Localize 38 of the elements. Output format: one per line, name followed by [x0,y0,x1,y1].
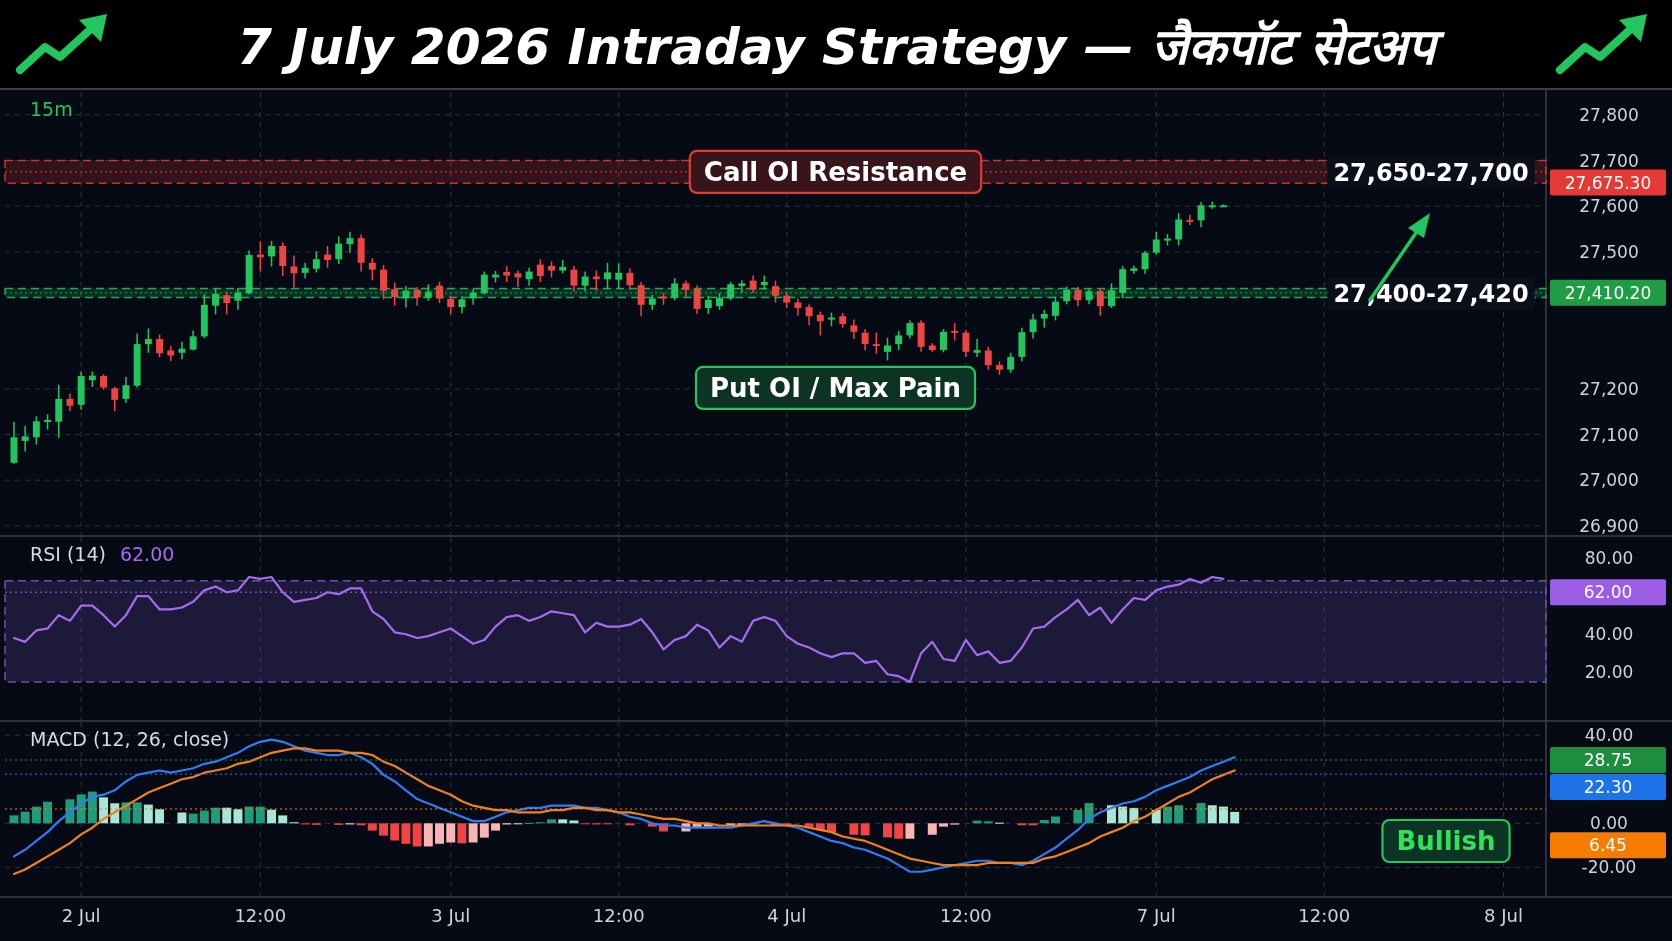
ref-line-label: 27,410.20 [1564,282,1652,303]
x-tick-label: 2 Jul [61,905,101,926]
annotation: Call OI Resistance [703,156,968,187]
x-tick-label: 12:00 [592,905,645,926]
chart-title: RSI (14) [30,543,106,565]
x-tick-label: 12:00 [1298,905,1351,926]
ref-line-label: 22.30 [1583,776,1633,797]
y-tick-label: 0.00 [1590,813,1628,834]
y-tick-label: 20.00 [1584,662,1634,683]
ref-line-label: 27,675.30 [1564,172,1652,193]
chart-subtitle: 15m [30,98,73,120]
y-tick-label: 27,700 [1579,150,1639,171]
band-label: 27,650-27,700 [1333,158,1529,187]
x-tick-label: 3 Jul [431,905,471,926]
x-tick-label: 7 Jul [1136,905,1176,926]
chart-title: 7 July 2026 Intraday Strategy — जैकपॉट सेटअप [237,18,1445,76]
annotation: Put OI / Max Pain [710,372,961,403]
y-tick-label: 27,200 [1579,378,1639,399]
x-tick-label: 12:00 [939,905,992,926]
y-tick-label: 40.00 [1584,725,1634,746]
ref-line-label: 28.75 [1583,749,1633,770]
chart-title: MACD (12, 26, close) [30,728,230,750]
y-tick-label: 27,600 [1579,196,1639,217]
y-tick-label: 80.00 [1584,547,1634,568]
y-tick-label: 40.00 [1584,624,1634,645]
x-tick-label: 4 Jul [767,905,807,926]
y-tick-label: -20.00 [1581,857,1637,878]
y-tick-label: 27,800 [1579,104,1639,125]
annotation: Bullish [1396,826,1496,856]
y-tick-label: 27,500 [1579,241,1639,262]
ref-line-label: 62.00 [1583,582,1633,603]
y-tick-label: 27,000 [1579,470,1639,491]
y-tick-label: 27,100 [1579,424,1639,445]
ref-line-label: 6.45 [1589,835,1627,856]
x-tick-label: 12:00 [234,905,287,926]
x-tick-label: 8 Jul [1483,905,1523,926]
y-tick-label: 26,900 [1579,515,1639,536]
chart-subtitle: 62.00 [119,543,175,565]
